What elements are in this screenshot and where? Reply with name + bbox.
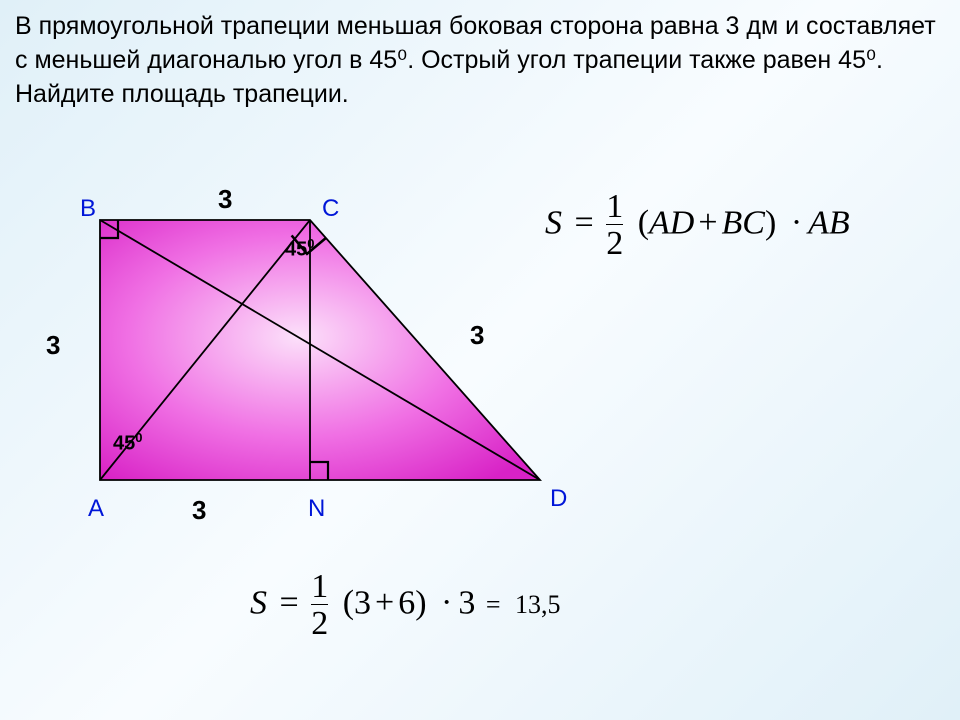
edge-BC-label: 3 [218,184,232,215]
vertex-C: C [322,195,339,223]
edge-CD-label: 3 [470,320,484,351]
angle-A-45: 450 [113,430,142,456]
area-formula-numeric: S = 1 2 (3+6) ·3 = 13,5 [250,570,561,641]
problem-statement: В прямоугольной трапеции меньшая боковая… [15,10,945,111]
vertex-A: A [88,495,104,523]
angle-C-45: 450 [285,236,314,262]
trapezoid-diagram [60,190,580,510]
edge-AB-label: 3 [46,330,60,361]
vertex-N: N [308,495,325,523]
edge-AN-label: 3 [192,495,206,526]
area-formula-general: S = 1 2 (AD+BC) ·AB [545,190,850,261]
vertex-B: B [80,195,96,223]
vertex-D: D [550,485,567,513]
